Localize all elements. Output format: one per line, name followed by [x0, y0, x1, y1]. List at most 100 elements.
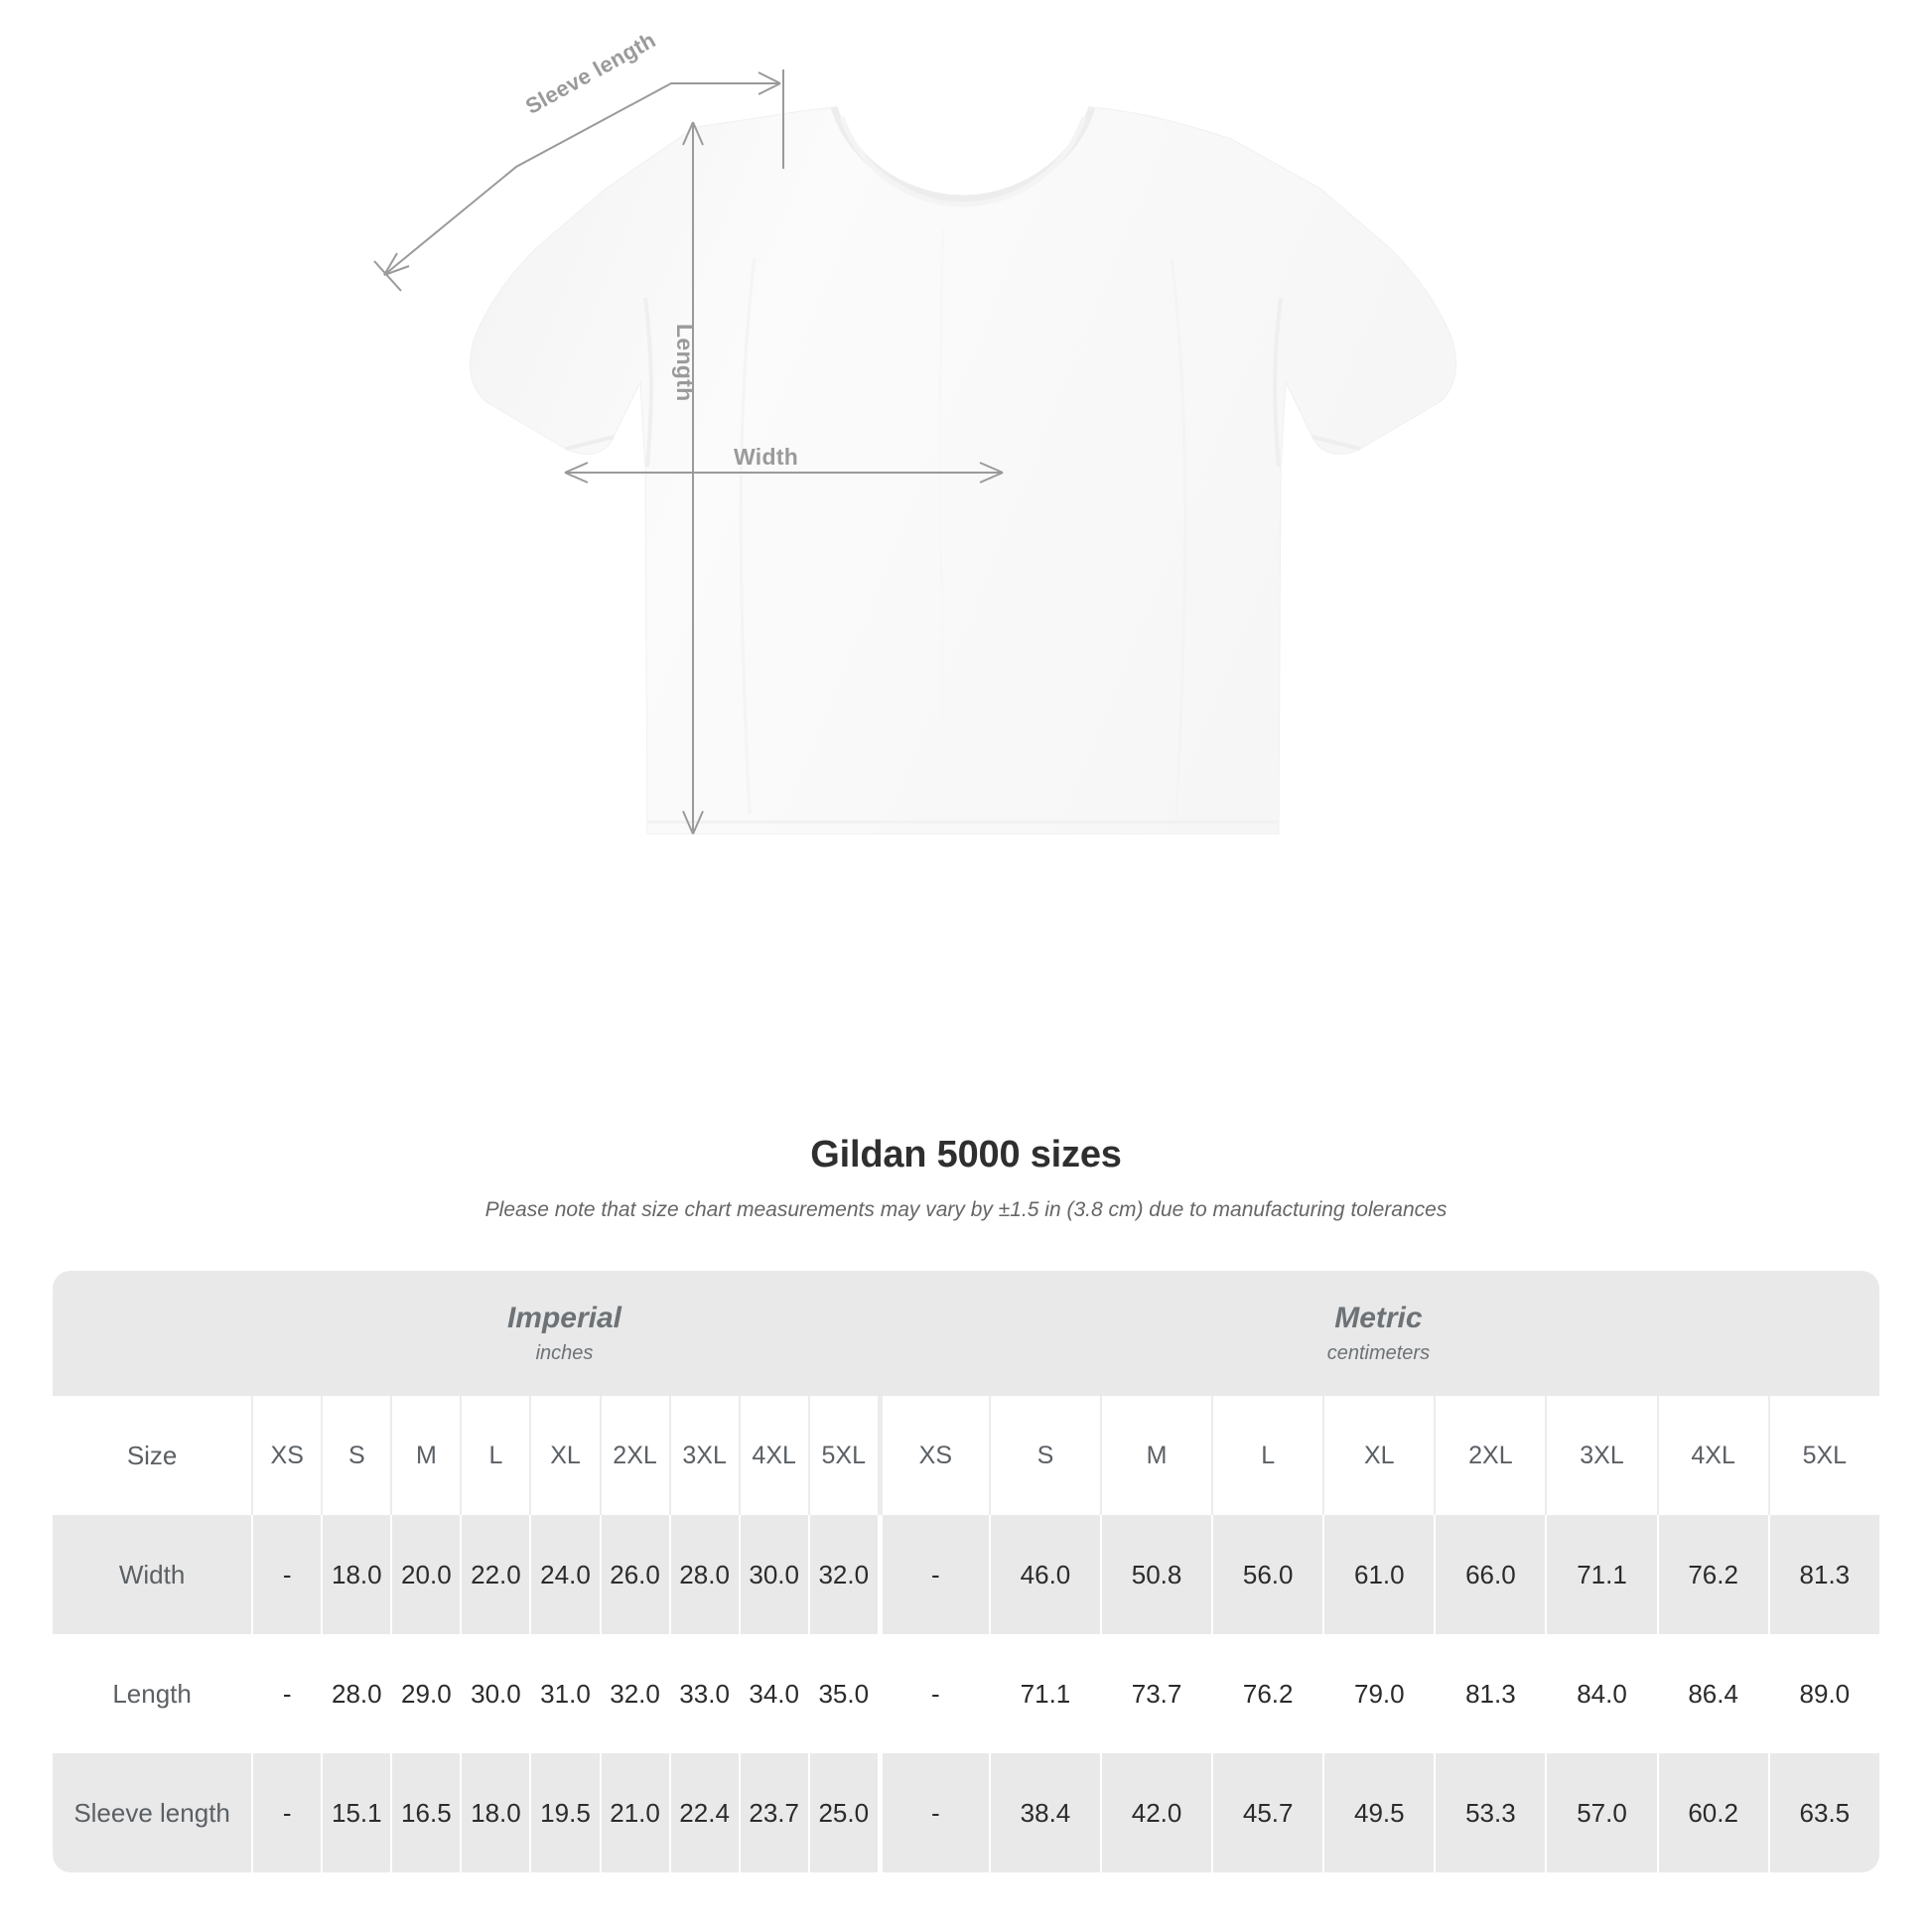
width-imperial-xl: 24.0	[529, 1515, 600, 1634]
width-imperial-l: 22.0	[460, 1515, 530, 1634]
length-metric-4xl: 86.4	[1656, 1634, 1768, 1753]
length-metric-2xl: 81.3	[1434, 1634, 1546, 1753]
unit-header-corner	[53, 1271, 252, 1396]
page-title: Gildan 5000 sizes	[810, 1134, 1122, 1175]
sleeve-imperial-s: 15.1	[321, 1753, 391, 1872]
width-metric-2xl: 66.0	[1434, 1515, 1546, 1634]
sleeve-imperial-m: 16.5	[390, 1753, 461, 1872]
sleeve-imperial-xs: -	[251, 1753, 322, 1872]
size-header-metric-3xl: 3XL	[1545, 1396, 1657, 1515]
tolerance-note: Please note that size chart measurements…	[484, 1198, 1448, 1221]
size-header-imperial-2xl: 2XL	[599, 1396, 669, 1515]
unit-metric-sub: centimeters	[1326, 1341, 1431, 1364]
width-metric-m: 50.8	[1100, 1515, 1212, 1634]
size-header-metric-m: M	[1100, 1396, 1212, 1515]
length-imperial-2xl: 32.0	[599, 1634, 669, 1753]
length-imperial-5xl: 35.0	[807, 1634, 878, 1753]
size-header-imperial-5xl: 5XL	[807, 1396, 878, 1515]
unit-imperial-sub: inches	[535, 1341, 594, 1364]
width-metric-s: 46.0	[988, 1515, 1101, 1634]
width-metric-l: 56.0	[1211, 1515, 1323, 1634]
sleeve-imperial-l: 18.0	[460, 1753, 530, 1872]
sleeve-imperial-4xl: 23.7	[738, 1753, 808, 1872]
sleeve-imperial-3xl: 22.4	[668, 1753, 739, 1872]
row-label-width: Width	[53, 1515, 252, 1634]
width-imperial-xs: -	[251, 1515, 322, 1634]
size-header-imperial-m: M	[390, 1396, 461, 1515]
width-imperial-m: 20.0	[390, 1515, 461, 1634]
shirt-body	[470, 105, 1456, 835]
width-imperial-2xl: 26.0	[599, 1515, 669, 1634]
sleeve-metric-xs: -	[877, 1753, 989, 1872]
width-imperial-s: 18.0	[321, 1515, 391, 1634]
size-header-metric-2xl: 2XL	[1434, 1396, 1546, 1515]
length-metric-s: 71.1	[988, 1634, 1101, 1753]
sleeve-imperial-2xl: 21.0	[599, 1753, 669, 1872]
size-header-metric-xl: XL	[1322, 1396, 1435, 1515]
sleeve-metric-l: 45.7	[1211, 1753, 1323, 1872]
length-imperial-4xl: 34.0	[738, 1634, 808, 1753]
width-metric-xl: 61.0	[1322, 1515, 1435, 1634]
width-metric-xs: -	[877, 1515, 989, 1634]
measurement-lines	[373, 69, 1004, 835]
sleeve-metric-2xl: 53.3	[1434, 1753, 1546, 1872]
length-imperial-xs: -	[251, 1634, 322, 1753]
length-metric-xl: 79.0	[1322, 1634, 1435, 1753]
length-dimension	[682, 121, 704, 835]
unit-header-imperial: Imperial inches	[251, 1271, 878, 1396]
width-imperial-3xl: 28.0	[668, 1515, 739, 1634]
row-label-sleeve-length: Sleeve length	[53, 1753, 252, 1872]
size-header-metric-xs: XS	[877, 1396, 989, 1515]
table-row-length: Length - 28.0 29.0 30.0 31.0 32.0 33.0 3…	[53, 1634, 1879, 1753]
size-header-imperial-4xl: 4XL	[738, 1396, 808, 1515]
width-metric-4xl: 76.2	[1656, 1515, 1768, 1634]
size-header-imperial-xl: XL	[529, 1396, 600, 1515]
sleeve-length-dimension	[373, 69, 784, 292]
tshirt-illustration	[373, 69, 1456, 835]
row-label-length: Length	[53, 1634, 252, 1753]
unit-imperial-name: Imperial	[506, 1302, 622, 1335]
table-row-sleeve-length: Sleeve length - 15.1 16.5 18.0 19.5 21.0…	[53, 1753, 1879, 1872]
length-imperial-xl: 31.0	[529, 1634, 600, 1753]
sleeve-imperial-5xl: 25.0	[807, 1753, 878, 1872]
sleeve-metric-4xl: 60.2	[1656, 1753, 1768, 1872]
width-dimension	[564, 462, 1004, 483]
length-metric-3xl: 84.0	[1545, 1634, 1657, 1753]
sleeve-metric-xl: 49.5	[1322, 1753, 1435, 1872]
size-header-imperial-3xl: 3XL	[668, 1396, 739, 1515]
size-header-label: Size	[53, 1396, 252, 1515]
length-metric-xs: -	[877, 1634, 989, 1753]
size-header-imperial-s: S	[321, 1396, 391, 1515]
sleeve-metric-m: 42.0	[1100, 1753, 1212, 1872]
sleeve-imperial-xl: 19.5	[529, 1753, 600, 1872]
length-metric-l: 76.2	[1211, 1634, 1323, 1753]
length-metric-5xl: 89.0	[1767, 1634, 1879, 1753]
width-imperial-5xl: 32.0	[807, 1515, 878, 1634]
sleeve-metric-s: 38.4	[988, 1753, 1101, 1872]
unit-metric-name: Metric	[1334, 1302, 1423, 1335]
length-metric-m: 73.7	[1100, 1634, 1212, 1753]
size-header-row: Size XS S M L XL 2XL 3XL 4XL 5XL XS S M …	[53, 1396, 1879, 1515]
title-block: Gildan 5000 sizes Please note that size …	[0, 1134, 1932, 1222]
length-imperial-m: 29.0	[390, 1634, 461, 1753]
size-chart-table: Imperial inches Metric centimeters Size …	[53, 1271, 1879, 1872]
size-header-imperial-l: L	[460, 1396, 530, 1515]
unit-header-metric: Metric centimeters	[877, 1271, 1879, 1396]
tshirt-measurement-diagram: Sleeve length Length Width	[373, 27, 1456, 835]
size-header-metric-l: L	[1211, 1396, 1323, 1515]
table-row-width: Width - 18.0 20.0 22.0 24.0 26.0 28.0 30…	[53, 1515, 1879, 1634]
size-header-metric-s: S	[988, 1396, 1101, 1515]
length-imperial-3xl: 33.0	[668, 1634, 739, 1753]
size-header-metric-4xl: 4XL	[1656, 1396, 1768, 1515]
length-imperial-s: 28.0	[321, 1634, 391, 1753]
width-metric-5xl: 81.3	[1767, 1515, 1879, 1634]
width-label: Width	[734, 444, 799, 470]
length-label: Length	[672, 324, 698, 402]
sleeve-metric-5xl: 63.5	[1767, 1753, 1879, 1872]
size-header-metric-5xl: 5XL	[1767, 1396, 1879, 1515]
width-metric-3xl: 71.1	[1545, 1515, 1657, 1634]
size-header-imperial-xs: XS	[251, 1396, 322, 1515]
width-imperial-4xl: 30.0	[738, 1515, 808, 1634]
sleeve-metric-3xl: 57.0	[1545, 1753, 1657, 1872]
length-imperial-l: 30.0	[460, 1634, 530, 1753]
